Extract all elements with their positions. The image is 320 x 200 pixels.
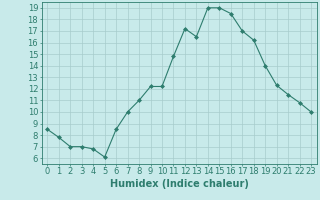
X-axis label: Humidex (Indice chaleur): Humidex (Indice chaleur) [110,179,249,189]
